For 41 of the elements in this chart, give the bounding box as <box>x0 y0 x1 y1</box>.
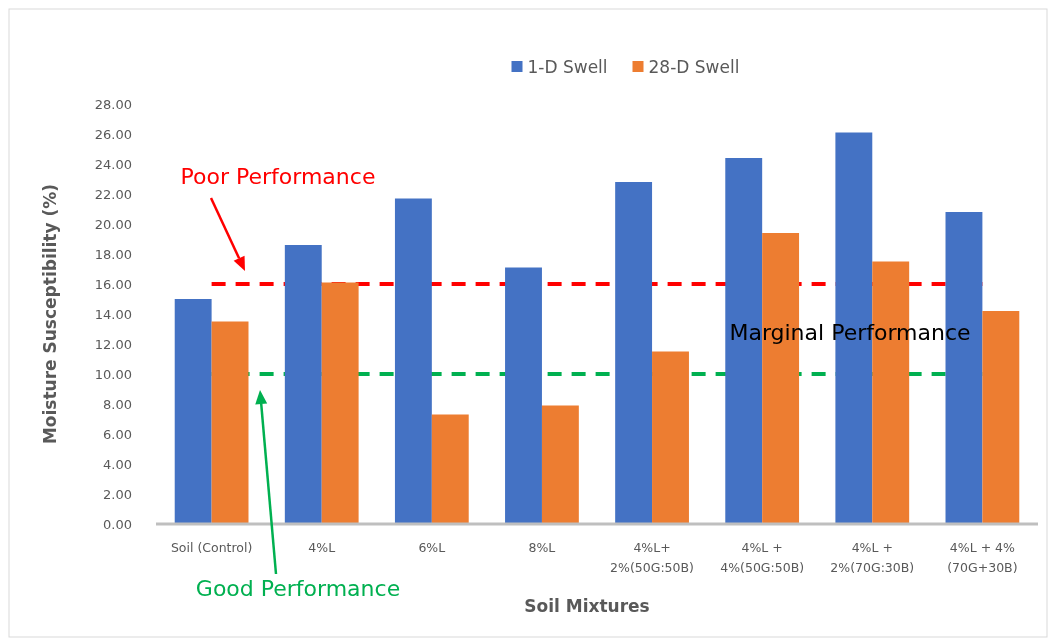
y-tick-label: 26.00 <box>94 126 132 142</box>
x-tick-label: 4%L + 4%(50G:50B) <box>720 540 805 575</box>
y-tick-label: 18.00 <box>94 246 132 262</box>
ref-line-label: Good Performance <box>195 576 401 601</box>
y-tick-label: 2.00 <box>103 486 132 502</box>
x-tick-label: 4%L + 2%(70G:30B) <box>830 540 915 575</box>
legend-label: 28-D Swell <box>648 57 740 77</box>
y-tick-label: 22.00 <box>94 186 132 202</box>
y-tick-label: 6.00 <box>103 426 132 442</box>
bar <box>652 351 689 524</box>
ref-line-label: Poor Performance <box>180 164 376 189</box>
y-tick-label: 16.00 <box>94 276 132 292</box>
bar <box>394 198 432 524</box>
annotation: Marginal Performance <box>729 320 971 345</box>
x-tick-label: 4%L <box>308 540 336 555</box>
bar <box>505 267 542 524</box>
x-tick-label: 8%L <box>528 540 556 555</box>
bar <box>284 245 322 524</box>
y-tick-label: 20.00 <box>94 216 132 232</box>
y-tick-label: 24.00 <box>94 156 132 172</box>
y-tick-label: 10.00 <box>94 366 132 382</box>
y-tick-label: 8.00 <box>103 396 132 412</box>
bar <box>174 299 212 524</box>
y-tick-label: 28.00 <box>94 96 132 112</box>
legend-label: 1-D Swell <box>527 57 608 77</box>
bar <box>541 405 579 524</box>
bar <box>431 414 469 524</box>
y-tick-label: 12.00 <box>94 336 132 352</box>
bar <box>321 282 359 524</box>
y-tick-label: 4.00 <box>103 456 132 472</box>
y-axis-title: Moisture Susceptibility (%) <box>40 183 60 445</box>
x-tick-label: 4%L+ 2%(50G:50B) <box>610 540 694 575</box>
x-tick-label: Soil (Control) <box>170 540 253 555</box>
x-tick-label: 4%L + 4% (70G+30B) <box>947 540 1018 575</box>
x-tick-label: 6%L <box>418 540 446 555</box>
bar <box>615 182 653 524</box>
x-axis-title: Soil Mixtures <box>524 596 650 616</box>
y-tick-label: 14.00 <box>94 306 132 322</box>
bar <box>982 311 1020 524</box>
y-tick-label: 0.00 <box>103 516 132 532</box>
bar <box>211 321 249 524</box>
